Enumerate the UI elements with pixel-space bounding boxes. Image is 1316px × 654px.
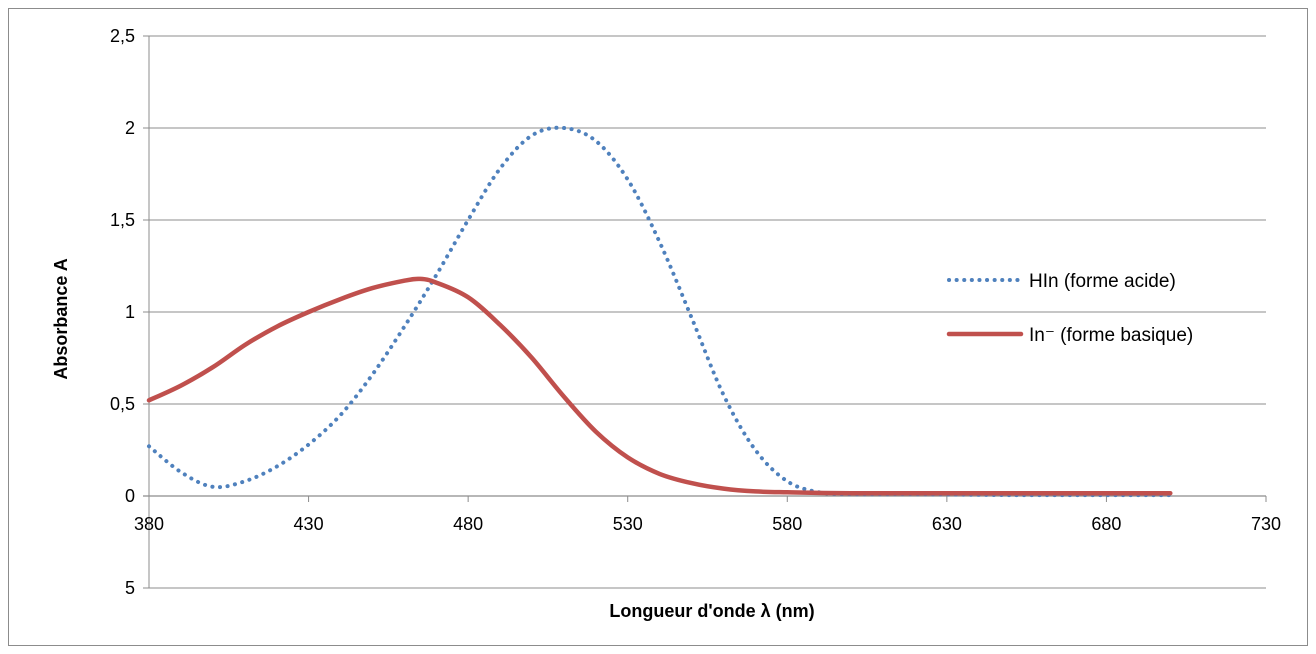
legend: HIn (forme acide) In⁻ (forme basique) <box>946 271 1193 346</box>
x-tick-label: 480 <box>453 514 483 534</box>
y-tick-label: 1,5 <box>110 210 135 230</box>
legend-label-hin-acid: HIn (forme acide) <box>1029 271 1176 292</box>
extra-y-tick-label: 5 <box>125 578 135 598</box>
series-line-hin-acid <box>147 125 1173 498</box>
absorbance-chart: 0 0,5 1 1,5 2 2,5 5 380 430 480 530 580 630 680 730 Ab… <box>51 26 1281 621</box>
x-tick-label: 580 <box>772 514 802 534</box>
y-tick-label: 0 <box>125 486 135 506</box>
x-tick-label: 430 <box>294 514 324 534</box>
legend-label-in-basic: In⁻ (forme basique) <box>1029 325 1193 346</box>
x-tick-label: 730 <box>1251 514 1281 534</box>
y-tick-label: 0,5 <box>110 394 135 414</box>
x-axis-title: Longueur d'onde λ (nm) <box>609 601 814 621</box>
x-tick-label: 530 <box>613 514 643 534</box>
y-axis-title: Absorbance A <box>51 258 71 379</box>
series-lines <box>146 125 1173 498</box>
y-tick-label: 2 <box>125 118 135 138</box>
y-tick-label: 2,5 <box>110 26 135 46</box>
x-tick-label: 630 <box>932 514 962 534</box>
chart-frame: 0 0,5 1 1,5 2 2,5 5 380 430 480 530 580 630 680 730 Ab… <box>8 8 1308 646</box>
grid-lines <box>143 35 1266 589</box>
x-tick-label: 380 <box>134 514 164 534</box>
series-line-in-basic <box>146 276 1173 496</box>
x-tick-label: 680 <box>1091 514 1121 534</box>
y-tick-label: 1 <box>125 302 135 322</box>
tick-labels: 0 0,5 1 1,5 2 2,5 5 380 430 480 530 580 630 680 730 <box>110 26 1281 598</box>
